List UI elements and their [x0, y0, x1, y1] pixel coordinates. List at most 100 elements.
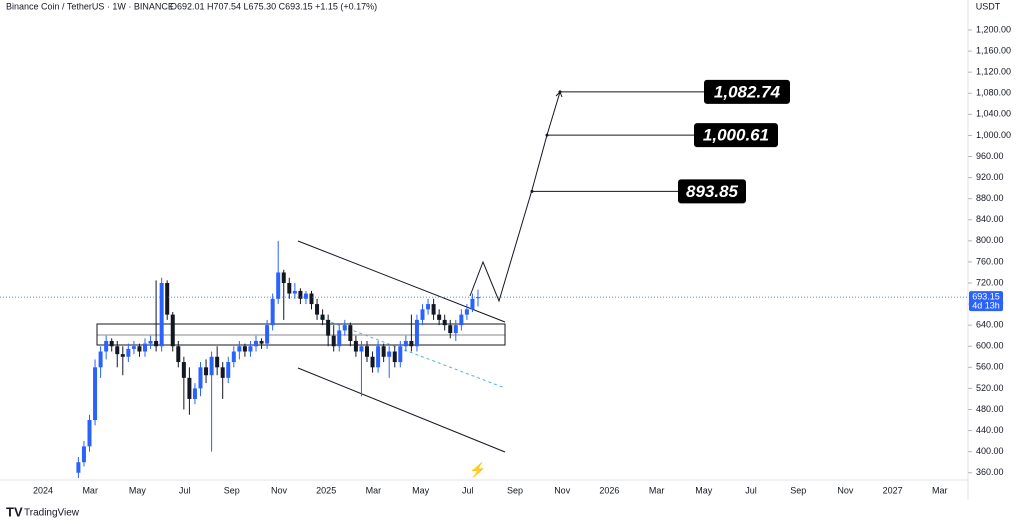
candle-body	[176, 346, 181, 363]
x-tick-label: Mar	[932, 485, 948, 495]
y-tick-label: 600.00	[976, 341, 1004, 351]
candle-body	[431, 304, 436, 315]
x-tick-label: Jul	[745, 485, 757, 495]
projection-path	[469, 91, 561, 303]
y-tick-label: 520.00	[976, 383, 1004, 393]
candle-body	[298, 290, 303, 299]
y-tick-label: 920.00	[976, 172, 1004, 182]
candle-body	[348, 325, 353, 341]
candle-body	[131, 346, 136, 349]
candle-body	[331, 335, 336, 347]
candle-body	[254, 340, 258, 347]
x-tick-label: 2027	[883, 485, 903, 495]
target-point	[558, 90, 562, 94]
candle-body	[303, 293, 308, 299]
candle-body	[403, 340, 408, 347]
candle-body	[231, 351, 236, 363]
target-point	[530, 189, 534, 193]
candle-body	[414, 319, 419, 347]
x-tick-label: 2026	[599, 485, 619, 495]
candle-body	[326, 319, 331, 336]
candle-body	[426, 304, 431, 310]
candle-body	[359, 346, 364, 352]
candle-body	[292, 290, 297, 294]
candle-body	[215, 356, 220, 368]
y-tick-label: 360.00	[976, 467, 1004, 477]
candle-body	[170, 314, 175, 347]
target-box	[704, 79, 790, 104]
y-tick-label: 400.00	[976, 446, 1004, 456]
target-box	[678, 179, 746, 204]
candle-body	[342, 325, 347, 331]
candle-body	[181, 362, 186, 378]
candle-body	[120, 354, 125, 357]
y-tick-label: 1,160.00	[976, 45, 1011, 55]
candle-body	[392, 351, 397, 363]
target-point	[545, 133, 549, 137]
y-tick-label: 480.00	[976, 404, 1004, 414]
target-label: 1,000.61	[703, 126, 769, 145]
x-tick-label: Jul	[179, 485, 191, 495]
candle-body	[209, 356, 214, 376]
target-label: 893.85	[686, 182, 739, 201]
candle-body	[126, 348, 131, 357]
candle-body	[98, 351, 103, 368]
candle-body	[148, 340, 153, 344]
candle-body	[81, 446, 86, 463]
y-tick-label: 1,120.00	[976, 67, 1011, 77]
icon: ⚡	[469, 462, 486, 479]
chart-title: Binance Coin / TetherUS · 1W · BINANCE	[6, 1, 174, 11]
candle-body	[470, 298, 475, 310]
candle-body	[453, 325, 458, 334]
candle-body	[115, 346, 120, 355]
candle-body	[248, 346, 253, 352]
candle-body	[87, 420, 92, 447]
candle-body	[76, 462, 81, 473]
candle-body	[476, 297, 480, 299]
x-tick-label: Sep	[224, 485, 240, 495]
candle-body	[287, 283, 292, 294]
candle-body	[265, 325, 270, 344]
brand: TradingView	[24, 508, 80, 519]
candle-body	[420, 309, 425, 320]
x-tick-label: Mar	[366, 485, 382, 495]
y-tick-label: 760.00	[976, 256, 1004, 266]
candle-body	[143, 343, 147, 352]
y-tick-label: 880.00	[976, 193, 1004, 203]
y-tick-label: 840.00	[976, 214, 1004, 224]
x-tick-label: Nov	[271, 485, 288, 495]
candle-body	[165, 283, 170, 315]
price-tag-label: 693.15	[972, 292, 1000, 302]
x-tick-label: Nov	[554, 485, 571, 495]
y-tick-label: 440.00	[976, 425, 1004, 435]
candle-body	[398, 346, 403, 363]
candle-body	[459, 314, 464, 326]
candle-body	[376, 346, 381, 368]
x-tick-label: May	[129, 485, 147, 495]
target-box	[694, 123, 778, 148]
candle-body	[464, 309, 469, 315]
y-tick-label: 1,080.00	[976, 88, 1011, 98]
y-tick-label: 800.00	[976, 235, 1004, 245]
y-tick-label: 1,200.00	[976, 24, 1011, 34]
countdown: 4d 13h	[972, 301, 1000, 311]
x-tick-label: Sep	[790, 485, 806, 495]
candle-body	[437, 314, 442, 320]
x-tick-label: 2025	[316, 485, 336, 495]
candle-body	[337, 330, 342, 347]
y-tick-label: 560.00	[976, 362, 1004, 372]
x-tick-label: 2024	[33, 485, 53, 495]
candle-body	[159, 283, 164, 347]
x-tick-label: May	[412, 485, 430, 495]
y-tick-label: 720.00	[976, 277, 1004, 287]
candle-body	[198, 367, 203, 389]
y-tick-label: 1,040.00	[976, 109, 1011, 119]
y-tick-label: 640.00	[976, 320, 1004, 330]
candle-body	[353, 340, 358, 352]
y-tick-label: 960.00	[976, 151, 1004, 161]
candle-body	[270, 298, 275, 326]
candle-body	[226, 362, 231, 378]
candle-body	[387, 351, 392, 357]
